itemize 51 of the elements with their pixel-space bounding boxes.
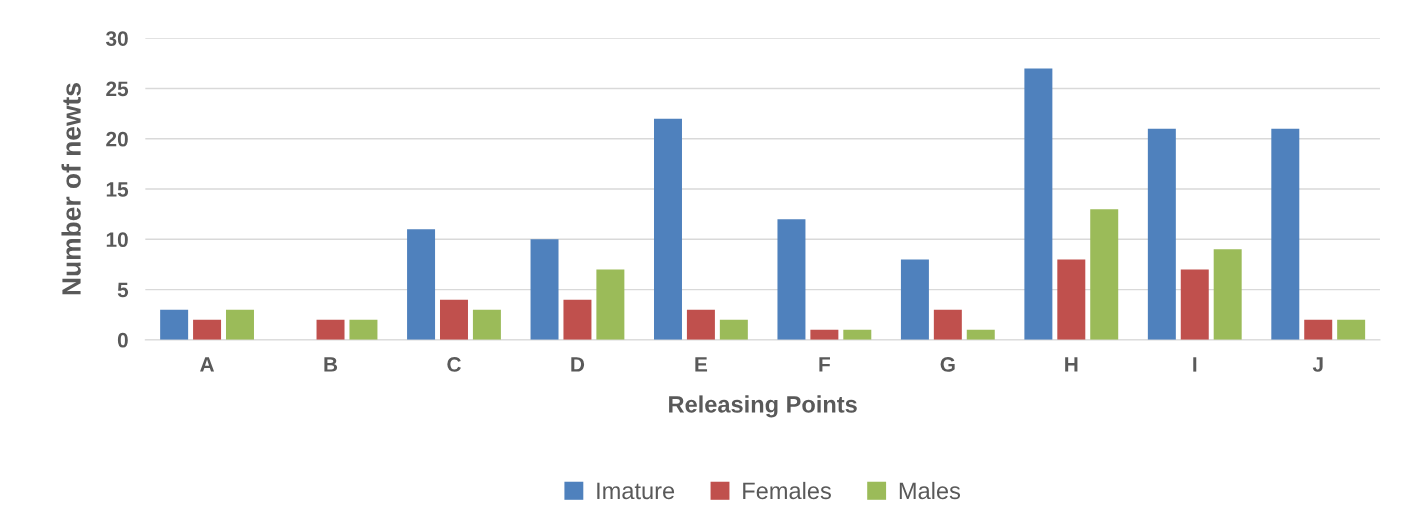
bar <box>1271 128 1300 340</box>
bar <box>440 299 468 340</box>
bar <box>686 309 715 340</box>
bar <box>719 319 748 340</box>
x-tick-label: I <box>1193 357 1197 372</box>
y-tick-label: 30 <box>105 31 128 47</box>
bar <box>1147 128 1176 340</box>
bar <box>1057 259 1086 340</box>
bar <box>933 309 962 340</box>
x-tick-label: C <box>447 357 461 372</box>
bar <box>810 329 839 340</box>
x-axis-title: Releasing Points <box>669 395 857 418</box>
bar <box>472 309 501 340</box>
x-tick-label: H <box>1065 357 1078 372</box>
y-tick-label: 5 <box>117 282 129 298</box>
bar <box>563 299 592 340</box>
bar <box>530 239 559 340</box>
bar <box>1337 319 1366 340</box>
bar <box>654 118 682 340</box>
bar <box>1024 68 1053 340</box>
legend-label: Females <box>743 481 831 500</box>
bar <box>966 329 995 340</box>
x-tick-label: B <box>324 357 338 372</box>
bar <box>193 319 222 340</box>
x-tick-label: A <box>200 357 215 372</box>
y-tick-label: 10 <box>106 232 128 248</box>
y-tick-label: 0 <box>117 332 128 348</box>
legend-label: Males <box>899 481 961 500</box>
bar <box>407 229 436 340</box>
bar <box>1213 249 1242 340</box>
bar <box>1090 209 1119 340</box>
bar <box>349 319 378 340</box>
bar <box>316 319 345 340</box>
y-axis-title: Number of newts <box>61 83 81 295</box>
bar <box>843 329 872 340</box>
bar <box>1180 269 1209 340</box>
x-tick-label: E <box>695 357 708 372</box>
x-tick-label: J <box>1312 357 1323 372</box>
bar <box>596 269 625 340</box>
y-tick-label: 25 <box>106 81 129 97</box>
bar <box>1304 319 1333 340</box>
bar <box>160 309 189 340</box>
bar <box>226 309 254 340</box>
y-tick-label: 15 <box>106 182 129 197</box>
x-tick-label: G <box>940 357 955 372</box>
bar <box>900 259 929 340</box>
x-tick-label: D <box>571 357 585 372</box>
y-tick-label: 20 <box>106 131 128 147</box>
legend-label: Imature <box>597 482 675 500</box>
bar <box>777 219 806 340</box>
x-tick-label: F <box>819 357 830 372</box>
